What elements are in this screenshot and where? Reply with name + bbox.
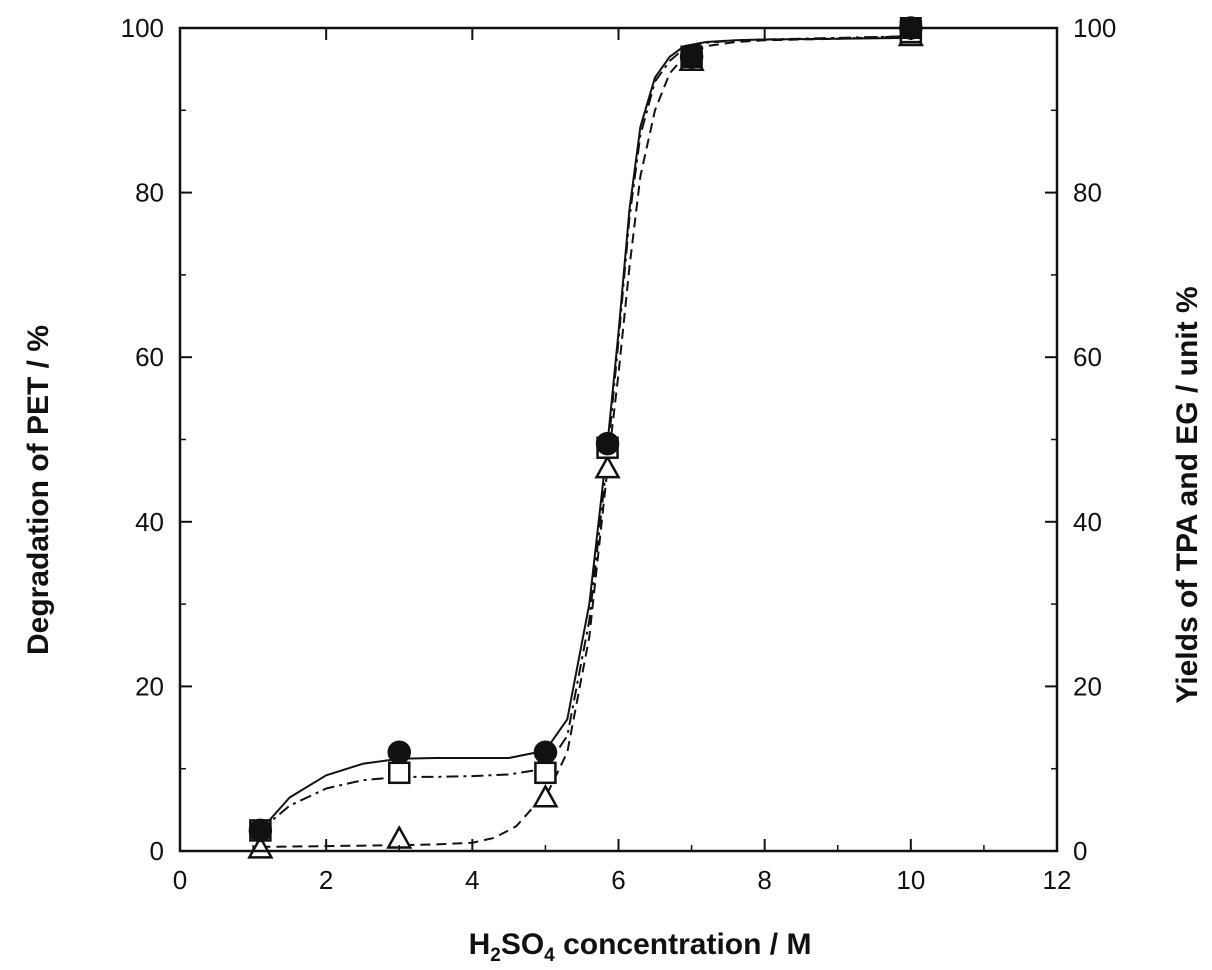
y-tick-label-right: 20 [1073,671,1102,701]
y-axis-title-left: Degradation of PET / % [22,325,55,655]
series-line-1 [259,36,911,832]
x-tick-label: 8 [757,865,771,895]
y-tick-label-right: 0 [1073,836,1087,866]
y-tick-label-left: 40 [135,507,164,537]
y-tick-label-left: 100 [121,13,164,43]
y-axis-ticks: 0 0 20 20 40 40 60 60 80 80 100 100 [121,13,1117,866]
data-point-triangle [386,825,413,849]
x-tick-label: 6 [611,865,625,895]
x-axis-ticks: 0 2 4 6 8 10 12 [173,28,1072,895]
data-point-overlap-square [680,45,703,68]
x-tick-label: 0 [173,865,187,895]
y-axis-title-right: Yields of TPA and EG / unit % [1171,286,1204,703]
y-tick-label-right: 100 [1073,13,1116,43]
y-tick-label-left: 60 [135,342,164,372]
x-tick-label: 10 [896,865,925,895]
series-markers [247,16,924,859]
data-point-triangle [532,783,559,808]
data-point-circle [248,818,273,843]
data-point-triangle [247,834,274,859]
x-tick-label: 12 [1043,865,1072,895]
data-point-square [534,761,557,785]
y-tick-label-left: 0 [150,836,164,866]
y-tick-label-right: 40 [1073,507,1102,537]
data-point-square [388,761,411,785]
x-axis-title: H2SO4 concentration / M [469,928,812,966]
x-tick-label: 2 [319,865,333,895]
data-point-circle [387,740,411,764]
data-point-circle [595,431,620,456]
y-tick-label-left: 80 [135,178,164,208]
y-tick-label-left: 20 [135,671,164,701]
data-point-circle [533,740,558,764]
x-tick-label: 4 [465,865,479,895]
series-curves [259,35,911,848]
data-point-triangle [594,454,621,479]
series-line-2 [259,35,911,832]
y-tick-label-right: 60 [1073,342,1102,372]
y-tick-label-right: 80 [1073,178,1102,208]
series-line-3 [260,35,911,848]
